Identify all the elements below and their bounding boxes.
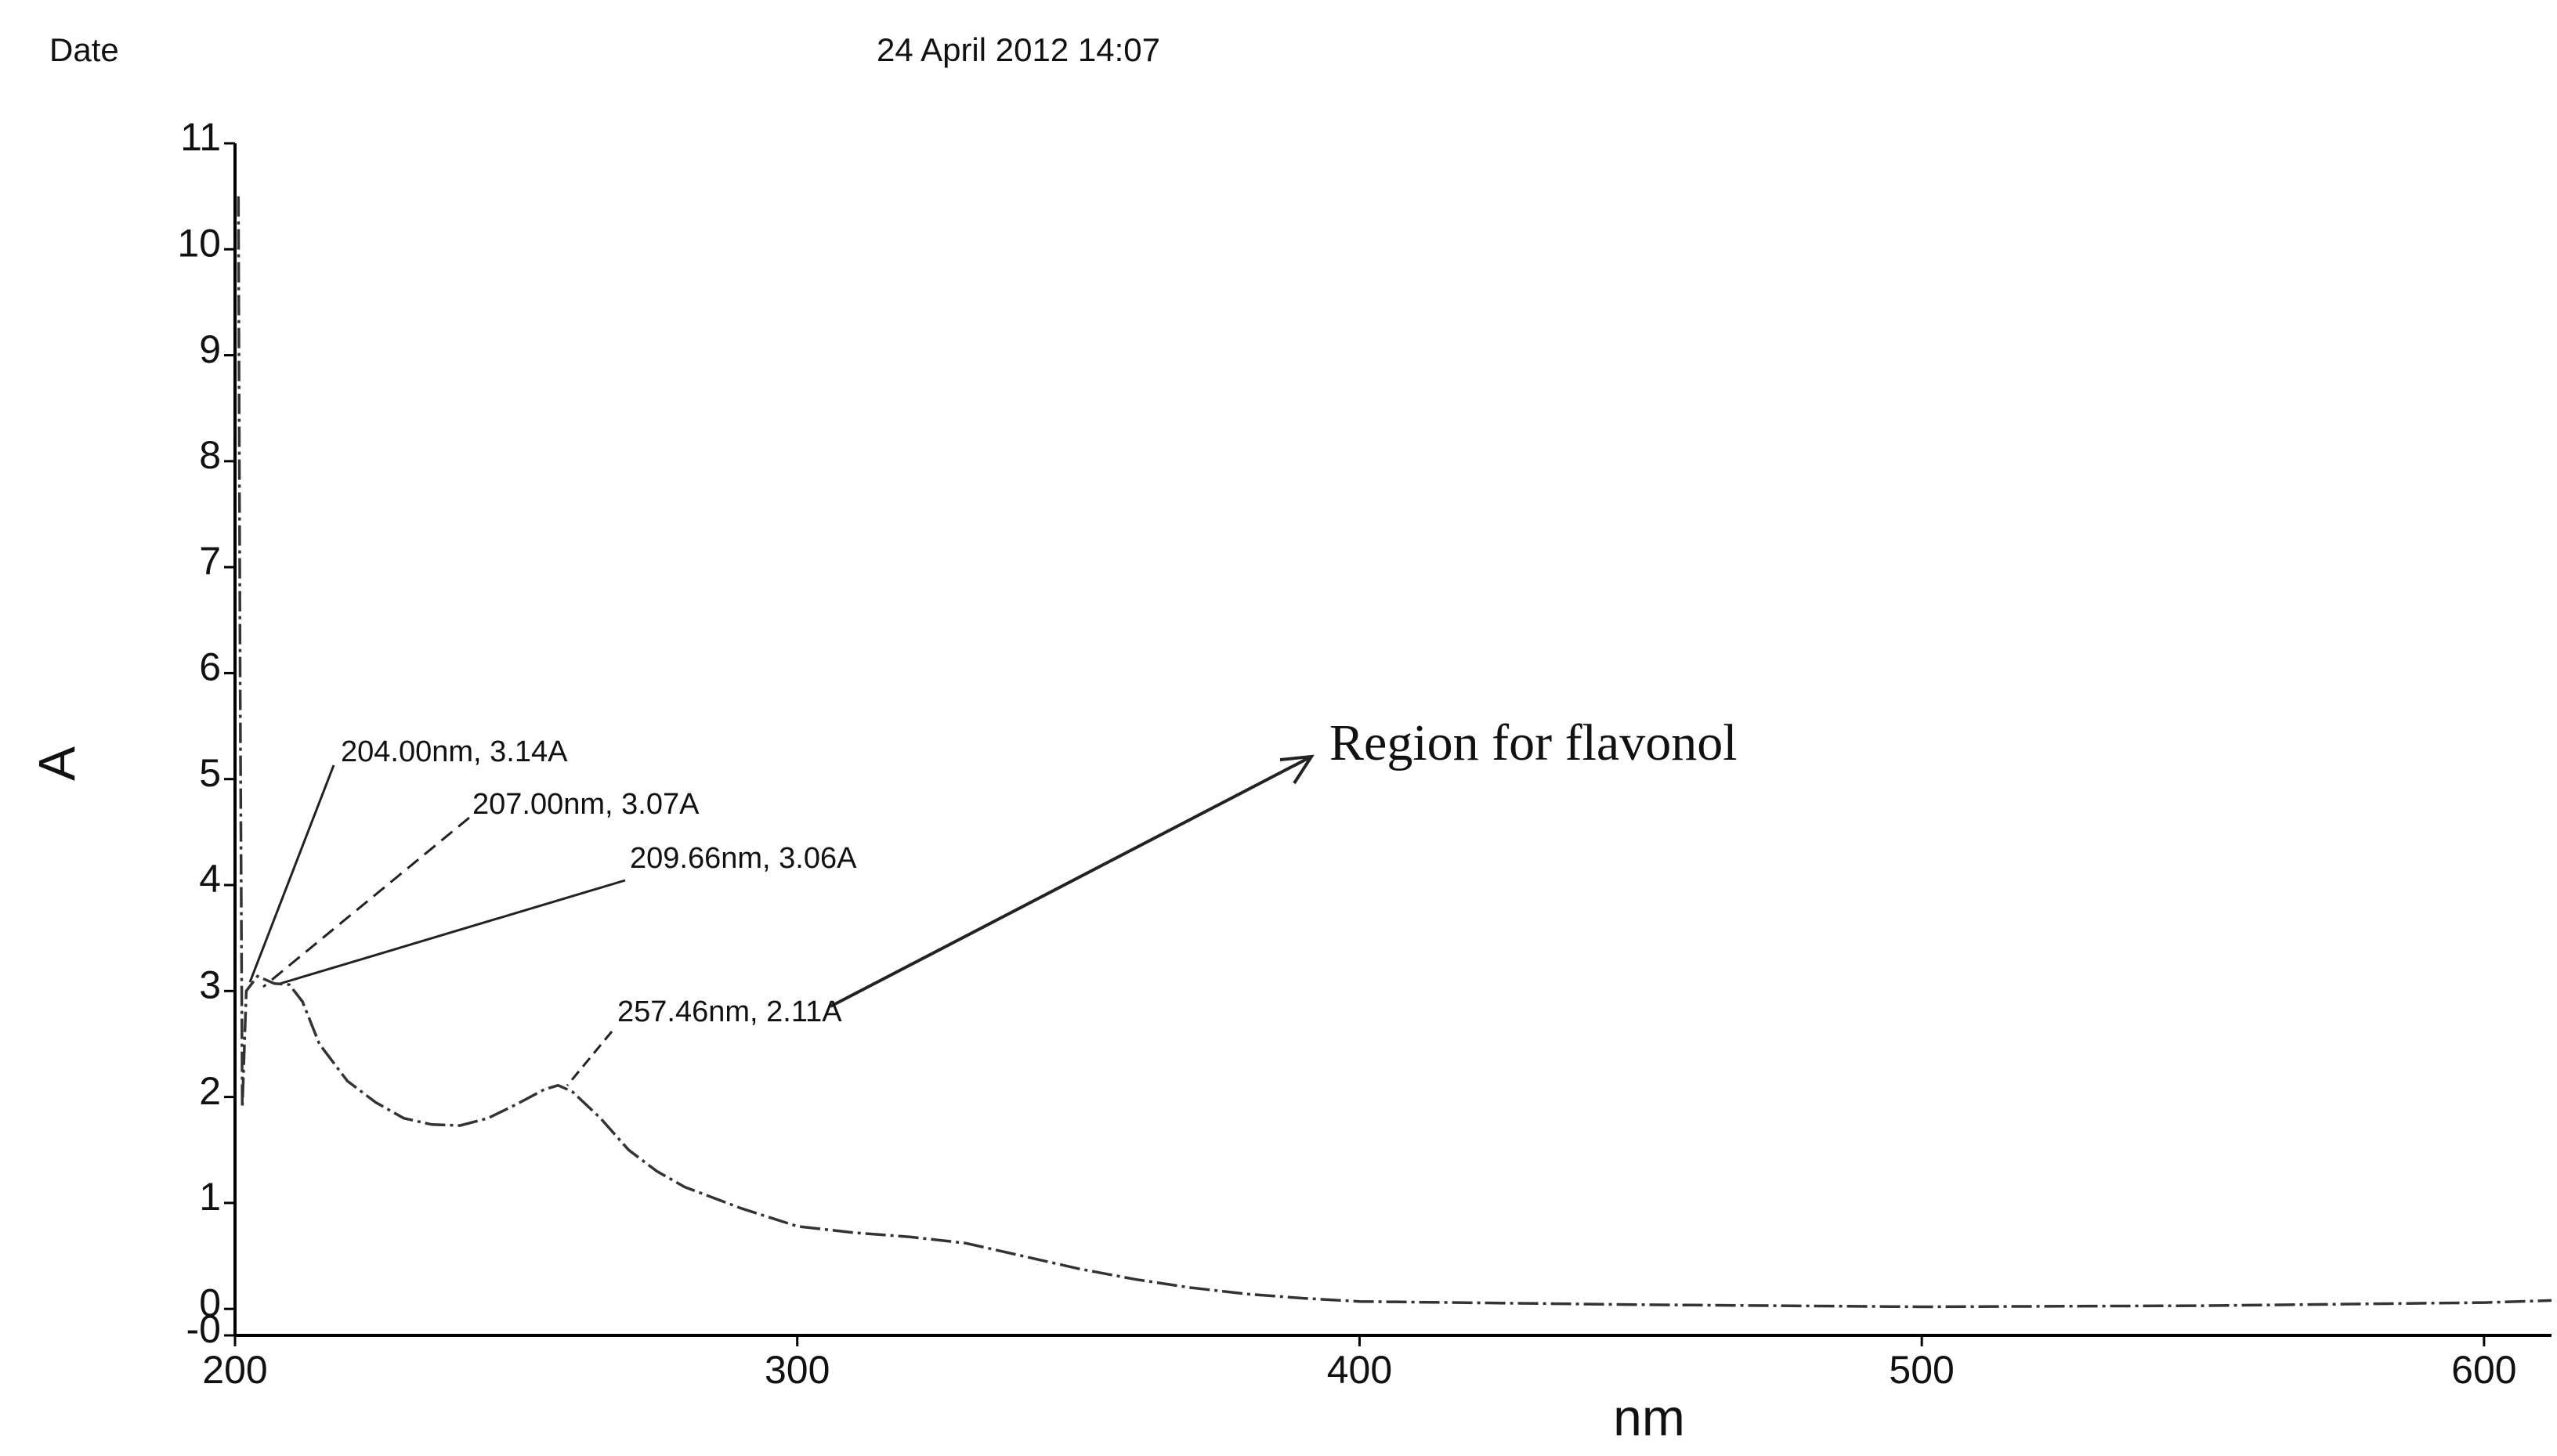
y-tick-label: 3 <box>199 963 221 1007</box>
x-tick-label: 200 <box>202 1348 267 1392</box>
x-tick-label: 600 <box>2451 1348 2516 1392</box>
annotation: 209.66nm, 3.06A <box>630 842 857 875</box>
annotation: Region for flavonol <box>1329 714 1738 771</box>
leader-line <box>262 816 470 988</box>
x-tick-label: 300 <box>765 1348 830 1392</box>
leader-line <box>566 1031 613 1086</box>
leader-line <box>248 764 335 983</box>
leader-line <box>279 879 626 985</box>
spectrum-line <box>237 196 2552 1309</box>
x-tick-label: 500 <box>1889 1348 1954 1392</box>
y-tick-label: 11 <box>180 115 221 159</box>
y-tick-label: 5 <box>199 751 221 795</box>
y-tick-label: 10 <box>177 221 221 265</box>
y-tick-label: 6 <box>199 645 221 689</box>
annotation: 204.00nm, 3.14A <box>341 735 568 768</box>
y-tick-label: 8 <box>199 433 221 477</box>
y-tick-label: 9 <box>199 327 221 371</box>
annotation: 207.00nm, 3.07A <box>472 788 700 821</box>
y-tick-label: 7 <box>199 539 221 583</box>
arrow-line <box>830 755 1312 1008</box>
y-tick-label: 2 <box>199 1069 221 1113</box>
annotation: 257.46nm, 2.11A <box>617 995 842 1028</box>
x-axis-label: nm <box>1613 1388 1685 1446</box>
y-tick-label: 0 <box>199 1281 221 1324</box>
y-tick-label: -0 <box>186 1307 221 1351</box>
y-tick-label: 1 <box>199 1175 221 1219</box>
y-tick-label: 4 <box>199 857 221 901</box>
arrow-head <box>1279 754 1315 785</box>
x-tick-label: 400 <box>1327 1348 1392 1392</box>
header-label: Date <box>49 31 119 68</box>
date: 24 April 2012 14:07 <box>877 31 1160 68</box>
y-axis-label: A <box>27 746 85 781</box>
